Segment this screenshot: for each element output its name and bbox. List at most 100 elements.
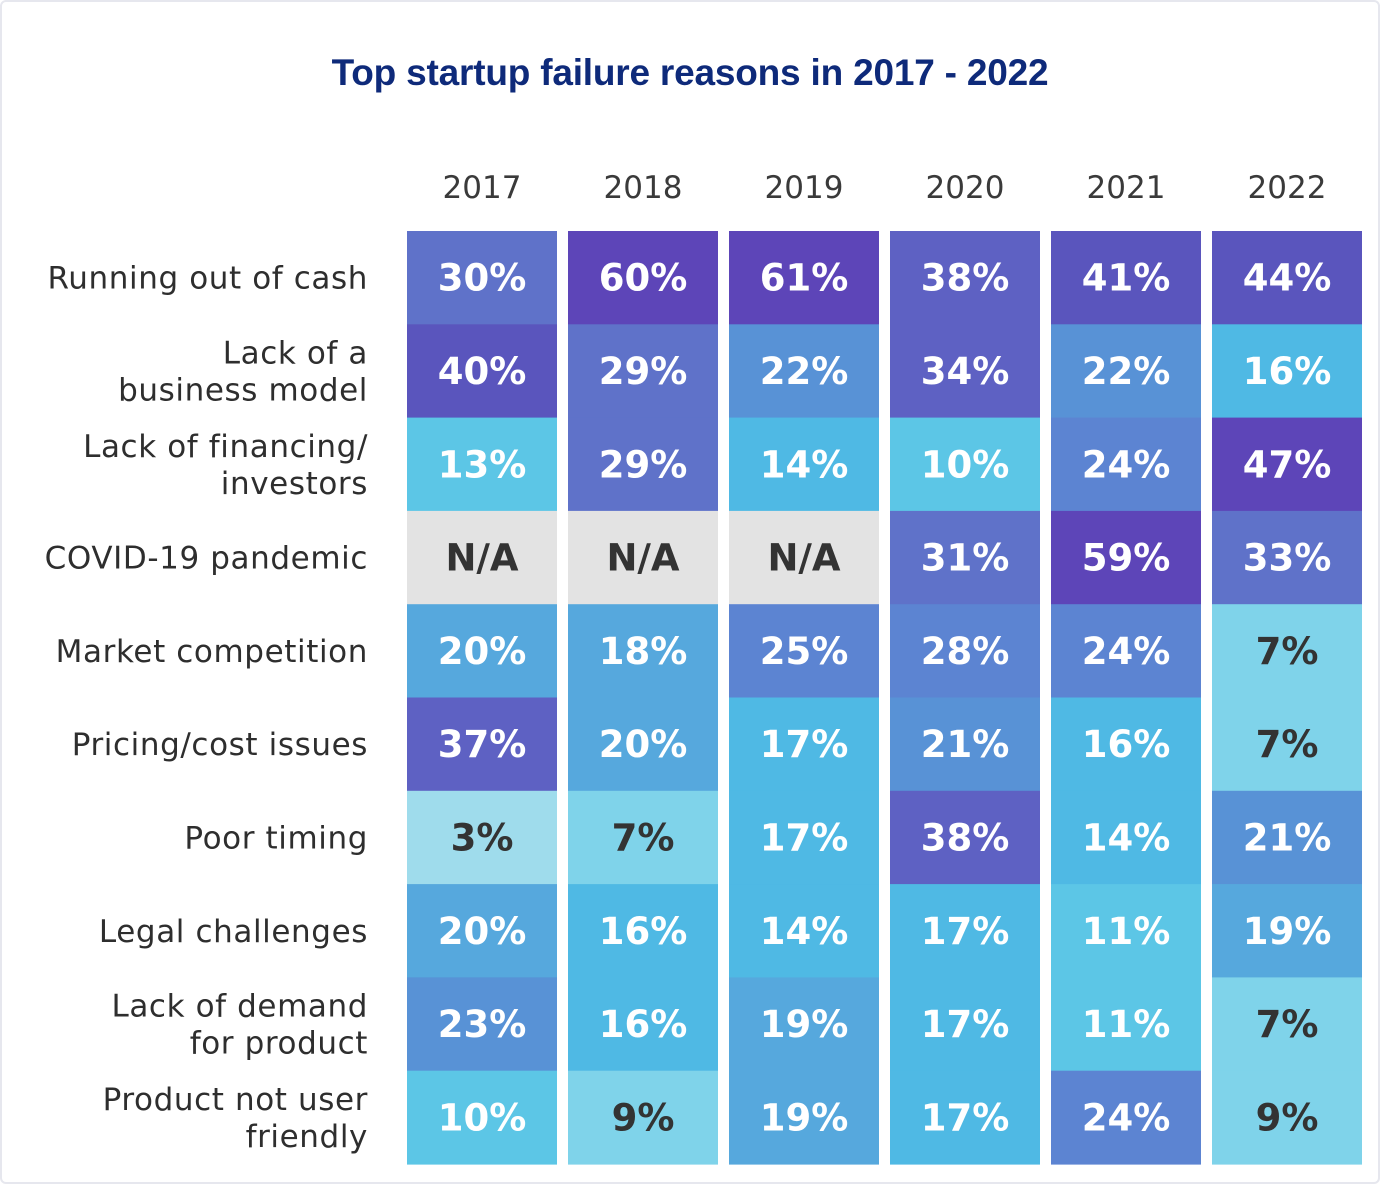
row-label-line: investors [221, 466, 368, 502]
cell-value-label: 7% [612, 816, 675, 859]
cell-value-label: 60% [599, 257, 688, 300]
heatmap-cell [1051, 231, 1201, 325]
cell-value-label: 59% [1082, 537, 1171, 580]
row-label: Lack of financing/investors [83, 429, 368, 502]
row-label-line: business model [118, 372, 368, 408]
cell-value-label: 10% [921, 443, 1010, 486]
cell-value-label: 47% [1243, 443, 1332, 486]
heatmap-cell [729, 324, 879, 419]
cell-value-label: 20% [438, 630, 527, 673]
heatmap-cell [1051, 604, 1201, 699]
cell-value-label: 20% [438, 910, 527, 953]
cell-value-label: 9% [1256, 1096, 1319, 1139]
year-label-2022: 2022 [1248, 170, 1327, 206]
row-label-line: Lack of a [223, 335, 368, 371]
heatmap-cell [568, 790, 718, 885]
row-label: Product not user friendly [103, 1082, 368, 1155]
row-label: Running out of cash [48, 261, 368, 297]
cell-value-label: 7% [1256, 723, 1319, 766]
row-label-line: Product not user [103, 1082, 368, 1118]
heatmap-cell [890, 884, 1040, 978]
cell-value-label: 24% [1082, 1096, 1171, 1139]
cell-value-label: 38% [921, 257, 1010, 300]
heatmap-cell [407, 510, 557, 605]
cell-value-label: 22% [760, 350, 849, 393]
heatmap-cell [1051, 884, 1201, 978]
cell-value-label: 11% [1082, 910, 1171, 953]
row-label-line: Market competition [56, 634, 368, 670]
row-label-line: COVID-19 pandemic [45, 541, 368, 577]
heatmap-cell [890, 417, 1040, 512]
cell-value-label: 29% [599, 350, 688, 393]
cell-value-label: 16% [1243, 350, 1332, 393]
heatmap-cell [568, 884, 718, 978]
cell-value-label: 7% [1256, 630, 1319, 673]
cell-value-label: 19% [760, 1003, 849, 1046]
cell-value-label: 19% [1243, 910, 1332, 953]
heatmap-cell [890, 231, 1040, 325]
cell-value-label: 24% [1082, 443, 1171, 486]
cell-value-label: 30% [438, 257, 527, 300]
cell-value-label: N/A [445, 537, 518, 580]
heatmap-cell [1051, 1070, 1201, 1165]
cell-value-label: N/A [767, 537, 840, 580]
heatmap-cell [568, 324, 718, 419]
heatmap-cell [407, 790, 557, 885]
heatmap-cell [407, 324, 557, 419]
cell-value-label: 20% [599, 723, 688, 766]
heatmap-cell [1051, 510, 1201, 605]
cell-value-label: 21% [1243, 816, 1332, 859]
heatmap-cell [729, 884, 879, 978]
cell-value-label: 41% [1082, 257, 1171, 300]
heatmap-cell [729, 231, 879, 325]
cell-value-label: 29% [599, 443, 688, 486]
heatmap-cell [729, 977, 879, 1072]
heatmap-cell [1212, 604, 1362, 699]
cell-value-label: 31% [921, 537, 1010, 580]
cell-value-label: 18% [599, 630, 688, 673]
cell-value-label: 17% [760, 723, 849, 766]
cell-value-label: 17% [760, 816, 849, 859]
heatmap-cell [1051, 417, 1201, 512]
heatmap-cell [1212, 790, 1362, 885]
cell-value-label: 19% [760, 1096, 849, 1139]
cell-value-label: 9% [612, 1096, 675, 1139]
heatmap-cell [729, 510, 879, 605]
cell-value-label: 17% [921, 1003, 1010, 1046]
heatmap-cell [1212, 324, 1362, 419]
heatmap-cell [568, 417, 718, 512]
heatmap-cell [1212, 231, 1362, 325]
cell-value-label: N/A [606, 537, 679, 580]
row-label: Poor timing [184, 820, 368, 856]
heatmap-cell [729, 790, 879, 885]
row-label: Market competition [56, 634, 368, 670]
year-label-2019: 2019 [765, 170, 844, 206]
heatmap-cell [407, 604, 557, 699]
cell-value-label: 16% [599, 1003, 688, 1046]
heatmap-cell [890, 697, 1040, 792]
heatmap-cell [568, 604, 718, 699]
cell-value-label: 22% [1082, 350, 1171, 393]
heatmap-cell [890, 510, 1040, 605]
cell-value-label: 10% [438, 1096, 527, 1139]
heatmap-cell [890, 790, 1040, 885]
heatmap-cell [568, 510, 718, 605]
row-label-line: Pricing/cost issues [72, 727, 368, 763]
heatmap-cell [1051, 977, 1201, 1072]
heatmap-cell [568, 231, 718, 325]
row-label-line: Legal challenges [99, 914, 368, 950]
cell-value-label: 24% [1082, 630, 1171, 673]
heatmap-cell [1051, 697, 1201, 792]
heatmap-cell [407, 977, 557, 1072]
cell-value-label: 14% [760, 443, 849, 486]
row-label: Lack of a business model [118, 335, 368, 408]
row-label-line: for product [190, 1026, 368, 1062]
heatmap-cell [1212, 697, 1362, 792]
row-label-line: Poor timing [184, 820, 368, 856]
chart-title: Top startup failure reasons in 2017 - 20… [331, 52, 1049, 93]
cell-value-label: 11% [1082, 1003, 1171, 1046]
row-label: Legal challenges [99, 914, 368, 950]
cell-value-label: 34% [921, 350, 1010, 393]
row-label: Lack of demand for product [111, 989, 368, 1062]
